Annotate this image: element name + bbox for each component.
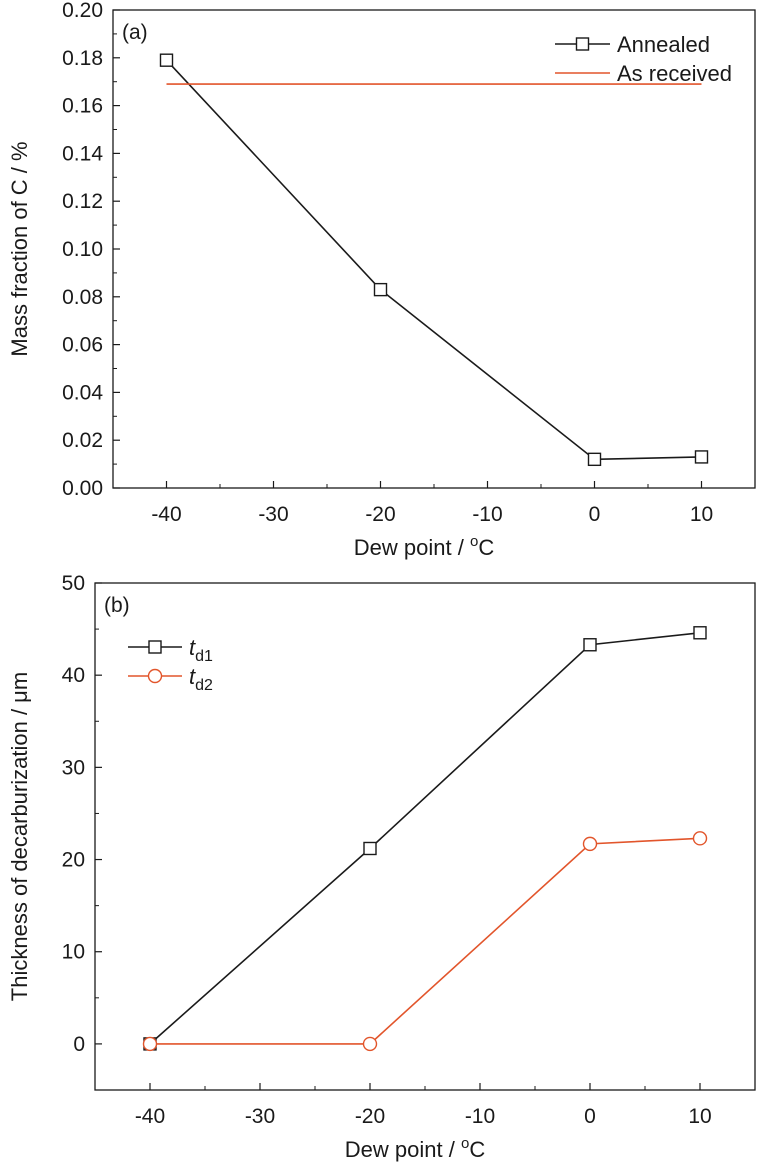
x-axis-title-sup: o: [461, 1135, 469, 1152]
x-tick-label: -20: [355, 1105, 385, 1128]
legend-label-main: t: [189, 664, 196, 689]
x-axis-title-text: Dew point /: [354, 535, 470, 560]
x-tick-label: -40: [135, 1105, 165, 1128]
legend-label-main: t: [189, 635, 196, 660]
x-tick-label: -10: [472, 503, 502, 526]
legend-label-sub: d2: [195, 677, 213, 694]
y-tick-label: 30: [62, 756, 85, 779]
y-tick-label: 0.02: [62, 429, 103, 452]
y-tick-label: 0.04: [62, 381, 103, 404]
x-tick-label: -30: [258, 503, 288, 526]
legend-marker: [147, 668, 163, 684]
y-tick-label: 0: [73, 1033, 85, 1056]
data-point: [582, 836, 598, 852]
x-axis-title-unit: C: [469, 1137, 485, 1162]
chart-panel-a: -40 -30 -20 -10 0 10 0.00 0.02 0.04 0.06 0.08 0.10 0…: [7, 0, 756, 560]
x-axis-title-unit: C: [478, 535, 494, 560]
legend-label: td1: [189, 635, 213, 665]
series-line: [165, 59, 702, 461]
y-axis-title: Mass fraction of C / %: [7, 141, 32, 356]
series-annealed: [159, 53, 709, 467]
data-point: [583, 638, 597, 652]
y-tick-label: 0.14: [62, 142, 103, 165]
data-point: [587, 452, 602, 467]
legend-label: Annealed: [617, 32, 710, 57]
legend-marker: [148, 640, 162, 654]
y-tick-label: 10: [62, 941, 85, 964]
data-point: [362, 1036, 378, 1052]
y-tick-label: 0.10: [62, 238, 103, 261]
legend: Annealed As received: [555, 32, 732, 86]
legend-label: As received: [617, 61, 732, 86]
x-tick-label: 10: [688, 1105, 711, 1128]
y-tick-label: 0.08: [62, 286, 103, 309]
data-point: [692, 831, 708, 846]
x-tick-label: -30: [245, 1105, 275, 1128]
series-line: [149, 631, 701, 1045]
y-tick-label: 0.00: [62, 477, 103, 500]
series-td1: [143, 626, 707, 1051]
series-td2: [142, 831, 708, 1052]
legend-label-sub: d1: [195, 648, 213, 665]
x-axis-title: Dew point / oC: [354, 533, 495, 560]
chart-panel-b: -40 -30 -20 -10 0 10 0 10 20 30 40 50 Dew point / oC…: [7, 572, 756, 1162]
data-point: [373, 282, 388, 297]
y-tick-label: 50: [62, 572, 85, 595]
y-tick-label: 0.18: [62, 47, 103, 70]
y-tick-label: 0.12: [62, 190, 103, 213]
x-axis-title: Dew point / oC: [345, 1135, 486, 1162]
legend-label: td2: [189, 664, 213, 694]
y-tick-label: 0.16: [62, 95, 103, 118]
y-tick-label: 0.06: [62, 334, 103, 357]
y-tick-label: 0.20: [62, 0, 103, 22]
data-point: [363, 841, 377, 856]
data-point: [159, 53, 174, 67]
data-point: [142, 1036, 158, 1052]
data-point: [694, 450, 709, 464]
y-axis-title: Thickness of decarburization / μm: [7, 672, 32, 1001]
panel-label: (b): [104, 594, 130, 617]
y-tick-label: 20: [62, 849, 85, 872]
panel-label: (a): [122, 21, 148, 44]
y-tick-label: 40: [62, 664, 85, 687]
x-tick-label: -20: [365, 503, 395, 526]
x-tick-label: -40: [151, 503, 181, 526]
x-axis-title-text: Dew point /: [345, 1137, 461, 1162]
x-tick-label: 0: [584, 1105, 596, 1128]
series-line: [150, 837, 701, 1045]
x-axis-title-sup: o: [470, 533, 478, 550]
x-tick-label: -10: [465, 1105, 495, 1128]
data-point: [693, 626, 707, 640]
legend-marker: [575, 37, 590, 51]
x-tick-label: 0: [589, 503, 601, 526]
x-tick-label: 10: [690, 503, 713, 526]
